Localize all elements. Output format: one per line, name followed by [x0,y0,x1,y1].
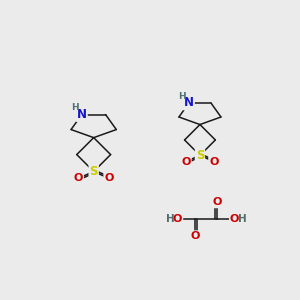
Text: O: O [212,197,222,207]
Text: O: O [190,231,200,241]
Text: H: H [178,92,186,100]
Text: O: O [104,173,114,183]
Text: O: O [173,214,182,224]
Text: O: O [209,157,218,166]
Text: O: O [182,157,191,166]
Text: H: H [166,214,174,224]
Text: H: H [71,103,79,112]
Text: S: S [89,165,98,178]
Text: N: N [77,108,87,121]
Text: O: O [74,173,83,183]
Text: N: N [184,97,194,110]
Text: H: H [238,214,247,224]
Text: S: S [196,149,204,162]
Text: O: O [230,214,239,224]
